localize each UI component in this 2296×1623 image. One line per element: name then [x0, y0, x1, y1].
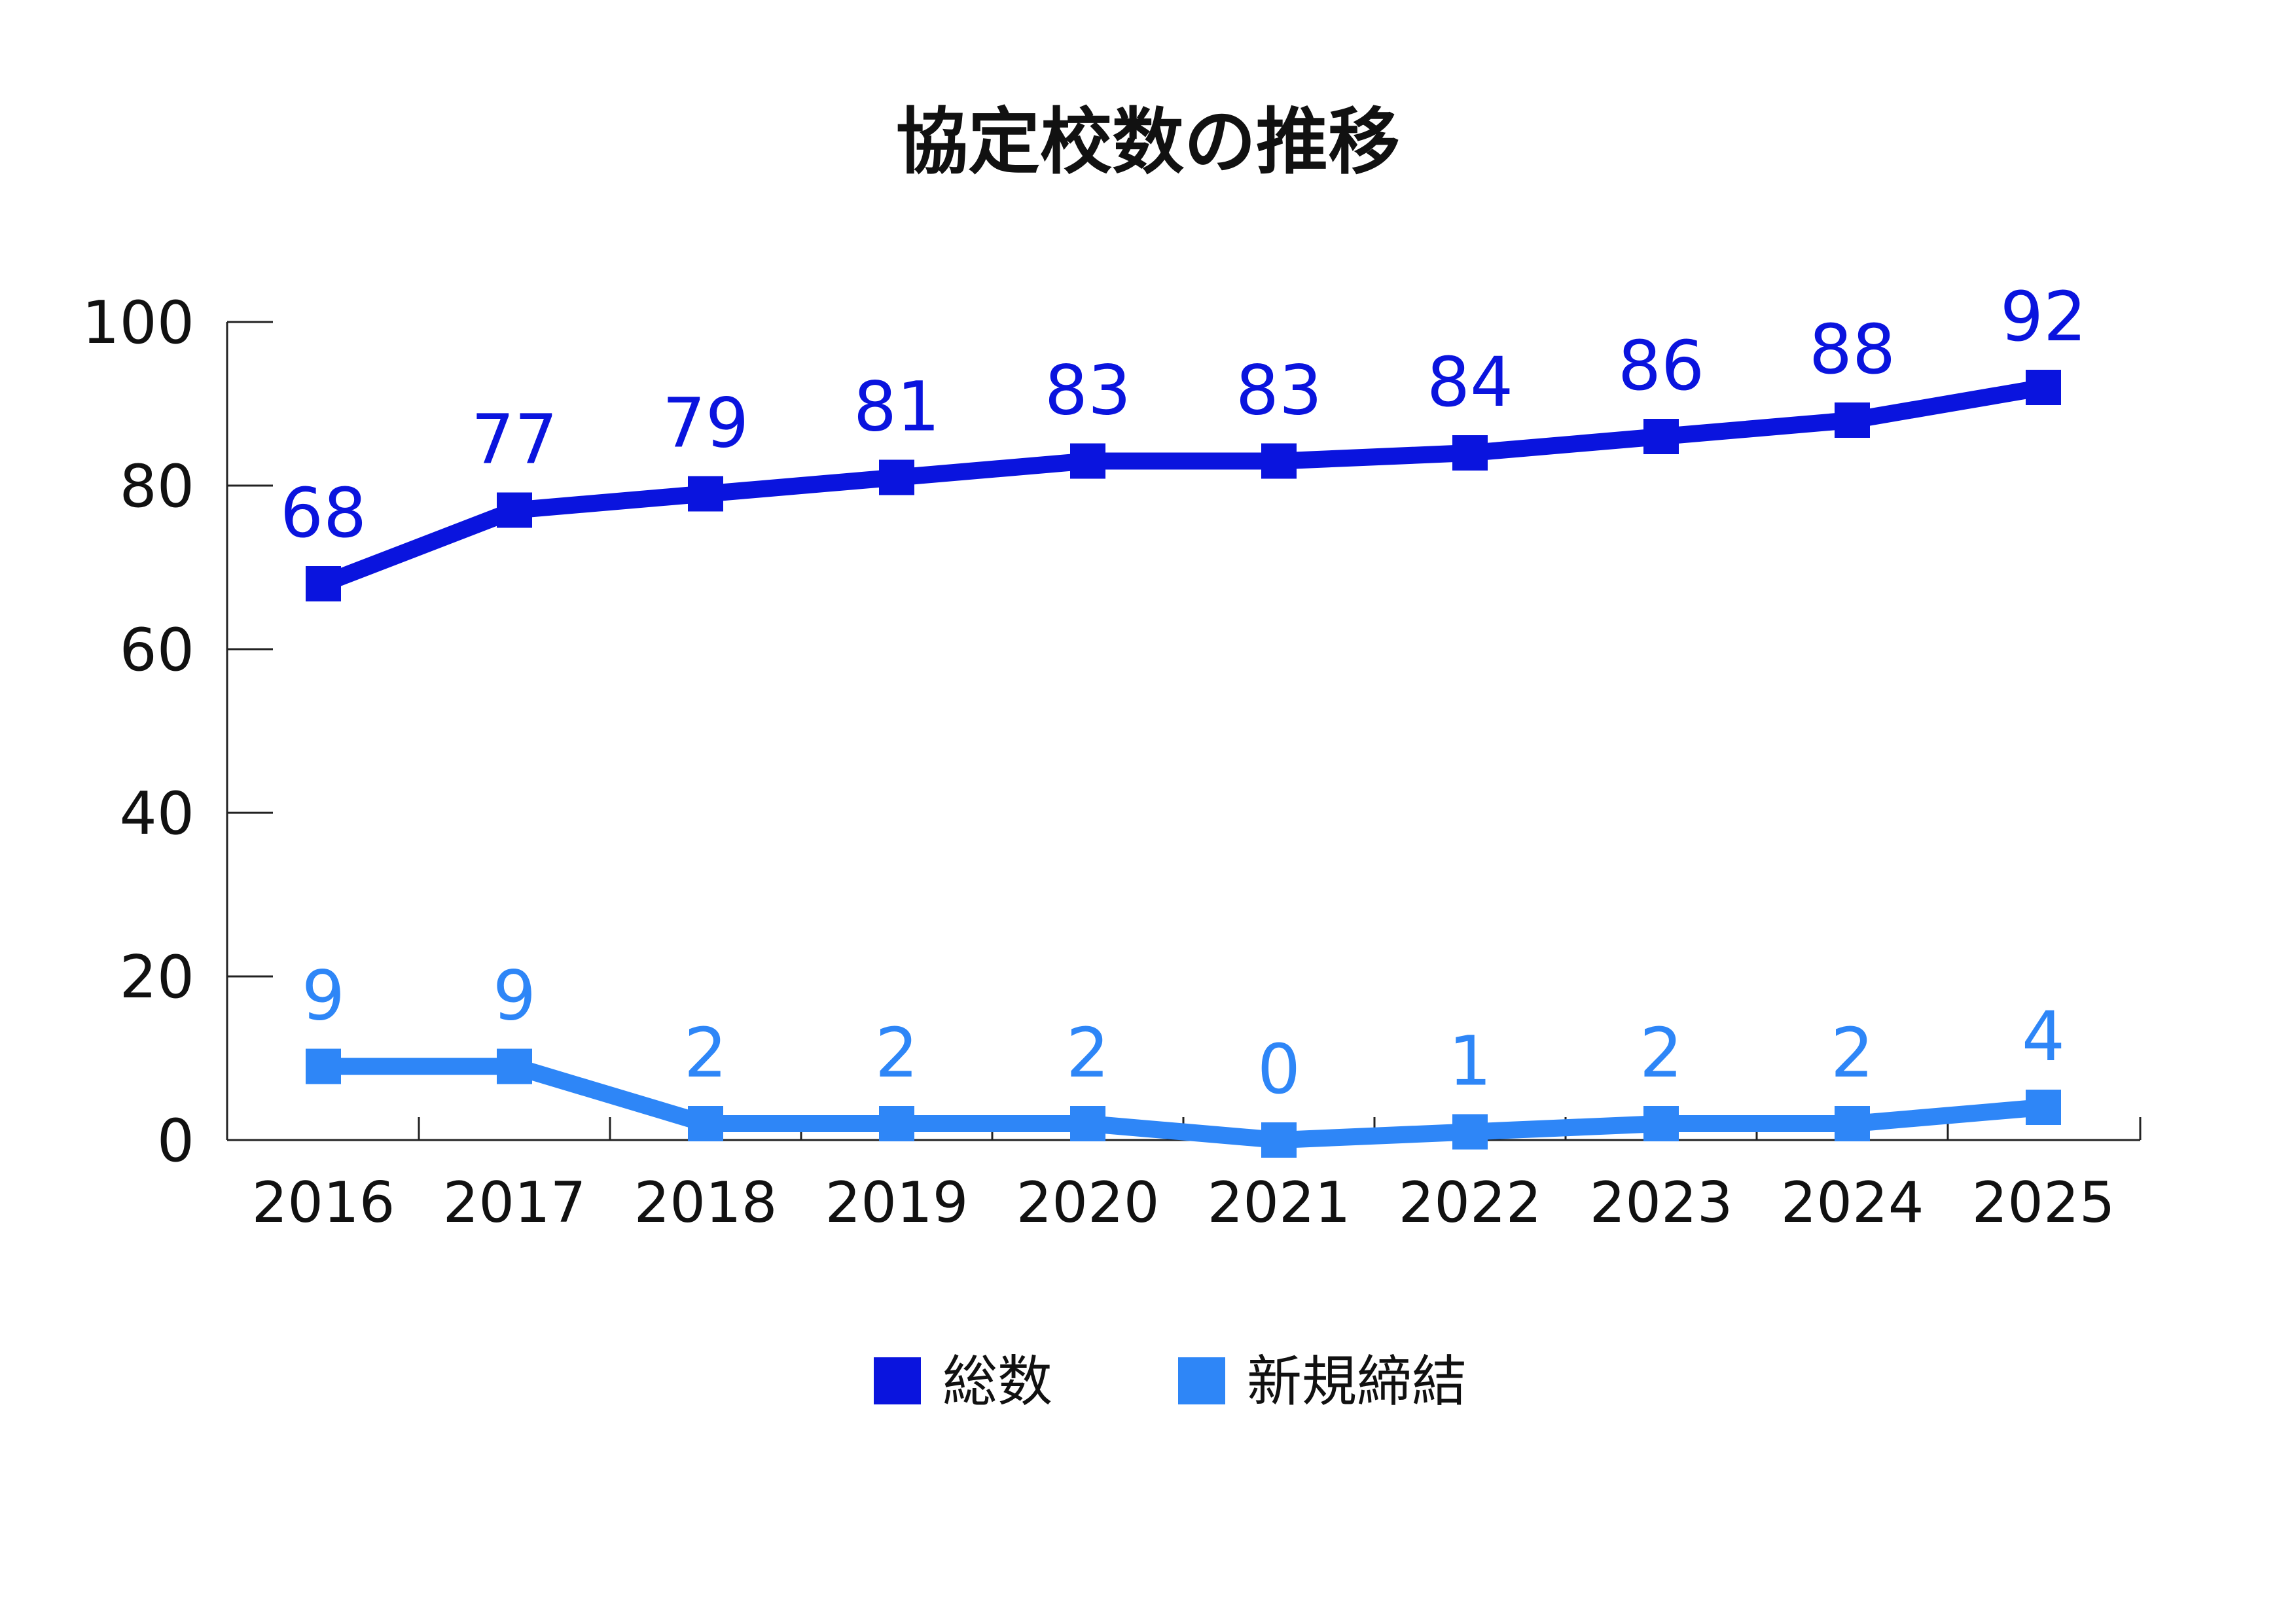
data-point-marker [497, 492, 532, 528]
y-tick-label: 0 [157, 1107, 194, 1175]
legend-label: 新規締結 [1247, 1349, 1467, 1414]
data-point-marker [1835, 1106, 1870, 1141]
data-point-marker [1643, 419, 1679, 454]
data-point-marker [1835, 402, 1870, 438]
y-axis: 0 20 40 60 80 100 [82, 289, 273, 1175]
y-tick-label: 80 [119, 452, 194, 521]
data-point-marker [1643, 1106, 1679, 1141]
data-label: 2 [684, 1013, 727, 1093]
x-tick-label: 2024 [1781, 1170, 1924, 1236]
x-tick-label: 2018 [634, 1170, 778, 1236]
data-point-marker [879, 1106, 914, 1141]
y-tick-label: 20 [119, 943, 194, 1012]
data-point-marker [306, 1048, 341, 1084]
legend-swatch [874, 1357, 921, 1404]
y-tick-label: 60 [119, 616, 194, 685]
data-label: 86 [1618, 326, 1704, 406]
data-point-marker [1070, 1106, 1105, 1141]
data-label: 2 [1831, 1013, 1874, 1093]
data-point-marker [1261, 443, 1297, 479]
x-tick-label: 2023 [1590, 1170, 1733, 1236]
data-label: 2 [875, 1013, 918, 1093]
data-point-marker [2026, 1090, 2061, 1125]
data-label: 83 [1045, 351, 1131, 431]
x-tick-label: 2016 [252, 1170, 395, 1236]
data-label: 84 [1427, 342, 1513, 422]
legend-swatch [1178, 1357, 1225, 1404]
data-label: 77 [471, 400, 558, 480]
series-line [315, 1058, 2052, 1149]
data-point-marker [879, 459, 914, 495]
x-axis: 2016 2017 2018 2019 2020 2021 2022 2023 2024 2025 [252, 1117, 2142, 1236]
data-point-marker [1452, 1114, 1488, 1150]
data-label: 2 [1066, 1013, 1109, 1093]
data-label: 68 [280, 473, 367, 553]
series-line [315, 379, 2052, 592]
data-label: 2 [1640, 1013, 1683, 1093]
x-tick-label: 2020 [1016, 1170, 1160, 1236]
x-tick-label: 2025 [1972, 1170, 2115, 1236]
data-point-marker [1452, 435, 1488, 471]
data-label: 9 [493, 956, 536, 1036]
data-point-marker [688, 1106, 723, 1141]
data-label: 1 [1448, 1022, 1492, 1101]
data-point-marker [306, 566, 341, 601]
x-tick-label: 2019 [825, 1170, 969, 1236]
y-tick-label: 40 [119, 779, 194, 848]
data-label: 83 [1236, 351, 1322, 431]
data-label: 79 [662, 383, 749, 463]
y-tick-label: 100 [82, 289, 194, 357]
data-label: 92 [2000, 277, 2087, 357]
legend: 総数 新規締結 [874, 1349, 1467, 1414]
series-2: 9 9 2 2 2 0 1 2 2 4 [302, 956, 2065, 1158]
data-point-marker [497, 1048, 532, 1084]
data-point-marker [1070, 443, 1105, 479]
data-point-marker [2026, 370, 2061, 405]
series-1: 68 77 79 81 83 83 84 86 88 92 [280, 277, 2087, 601]
data-label: 81 [853, 367, 940, 447]
data-label: 88 [1809, 310, 1895, 389]
legend-label: 総数 [942, 1349, 1052, 1414]
chart-title: 協定校数の推移 [896, 100, 1400, 184]
x-tick-label: 2017 [443, 1170, 586, 1236]
data-label: 4 [2022, 997, 2065, 1077]
data-label: 9 [302, 956, 345, 1036]
data-point-marker [1261, 1122, 1297, 1158]
x-tick-label: 2021 [1208, 1170, 1351, 1236]
data-point-marker [688, 476, 723, 512]
x-tick-label: 2022 [1399, 1170, 1542, 1236]
data-label: 0 [1257, 1029, 1300, 1109]
